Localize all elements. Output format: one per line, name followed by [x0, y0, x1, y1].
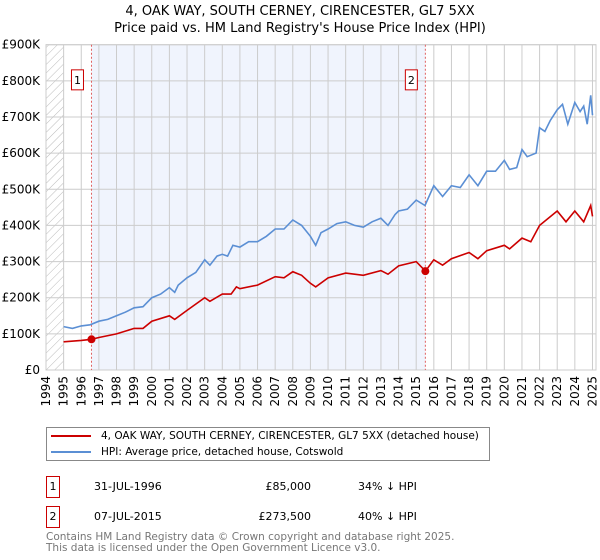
- x-tick-label: 2012: [356, 376, 370, 407]
- x-tick-label: 1995: [57, 376, 71, 407]
- legend-swatch: [51, 451, 91, 453]
- transaction-price: £85,000: [265, 480, 312, 493]
- x-tick-label: 2018: [462, 376, 476, 407]
- x-tick-label: 2016: [427, 376, 441, 407]
- x-tick-label: 2003: [198, 376, 212, 407]
- x-tick-label: 2020: [497, 376, 511, 407]
- sale-point: [421, 267, 430, 276]
- legend: 4, OAK WAY, SOUTH CERNEY, CIRENCESTER, G…: [46, 427, 490, 461]
- x-tick-label: 2000: [145, 376, 159, 407]
- x-tick-label: 2002: [180, 376, 194, 407]
- transaction-date: 31-JUL-1996: [94, 480, 162, 493]
- y-tick-label: £800K: [2, 74, 42, 88]
- plot-border: [45, 44, 597, 371]
- y-tick-label: £900K: [2, 38, 42, 52]
- shaded-period: [91, 44, 426, 370]
- x-tick-label: 2007: [268, 376, 282, 407]
- x-tick-label: 2005: [233, 376, 247, 407]
- transaction-hpi: 34% ↓ HPI: [358, 480, 417, 493]
- transaction-number: 1: [46, 476, 60, 498]
- x-tick-label: 2001: [162, 376, 176, 407]
- x-tick-label: 2008: [286, 376, 300, 407]
- legend-swatch: [51, 435, 91, 437]
- y-tick-label: £100K: [2, 327, 42, 341]
- x-tick-label: 2013: [374, 376, 388, 407]
- legend-label: HPI: Average price, detached house, Cots…: [101, 446, 344, 458]
- legend-item-property: 4, OAK WAY, SOUTH CERNEY, CIRENCESTER, G…: [51, 428, 479, 444]
- x-tick-label: 2023: [550, 376, 564, 407]
- x-tick-label: 2025: [585, 376, 599, 407]
- y-tick-label: £300K: [2, 255, 42, 269]
- footer-licence: This data is licensed under the Open Gov…: [46, 542, 381, 554]
- y-tick-label: £500K: [2, 182, 42, 196]
- sale-point: [87, 335, 96, 344]
- sale-label-box: [70, 69, 84, 91]
- x-tick-label: 1994: [39, 376, 53, 407]
- x-tick-label: 2006: [251, 376, 265, 407]
- transaction-date: 07-JUL-2015: [94, 510, 162, 523]
- y-tick-label: £0: [25, 363, 40, 377]
- chart-title: 4, OAK WAY, SOUTH CERNEY, CIRENCESTER, G…: [125, 4, 475, 19]
- x-tick-label: 2015: [409, 376, 423, 407]
- x-tick-label: 1999: [127, 376, 141, 407]
- sale-label: 1: [74, 74, 81, 87]
- x-tick-label: 2011: [339, 376, 353, 407]
- x-tick-label: 2022: [533, 376, 547, 407]
- transaction-number: 2: [46, 506, 60, 528]
- legend-label: 4, OAK WAY, SOUTH CERNEY, CIRENCESTER, G…: [101, 430, 479, 442]
- hatched-region: [46, 44, 64, 370]
- footer-copyright: Contains HM Land Registry data © Crown c…: [46, 531, 455, 543]
- legend-item-hpi: HPI: Average price, detached house, Cots…: [51, 444, 343, 460]
- x-tick-label: 1998: [110, 376, 124, 407]
- sale-label-box: [404, 69, 418, 91]
- series-line: [63, 95, 594, 330]
- x-tick-label: 2021: [515, 376, 529, 407]
- x-tick-label: 2009: [303, 376, 317, 407]
- transaction-row: 2 07-JUL-2015 £273,500 40% ↓ HPI: [46, 506, 446, 528]
- chart-subtitle: Price paid vs. HM Land Registry's House …: [114, 21, 486, 36]
- x-tick-label: 2024: [568, 376, 582, 407]
- transaction-row: 1 31-JUL-1996 £85,000 34% ↓ HPI: [46, 476, 446, 498]
- chart-plot: £0 £100K £200K £300K £400K £500K £600K £700K £80…: [2, 38, 600, 407]
- x-tick-label: 2017: [444, 376, 458, 407]
- series-line: [63, 202, 594, 343]
- x-tick-label: 2004: [215, 376, 229, 407]
- y-tick-label: £700K: [2, 110, 42, 124]
- x-tick-label: 2014: [392, 376, 406, 407]
- y-tick-label: £200K: [2, 291, 42, 305]
- sale-label: 2: [408, 74, 415, 87]
- x-tick-label: 1997: [92, 376, 106, 407]
- transaction-hpi: 40% ↓ HPI: [358, 510, 417, 523]
- x-tick-label: 2010: [321, 376, 335, 407]
- x-tick-label: 1996: [74, 376, 88, 407]
- y-tick-label: £400K: [2, 218, 42, 232]
- transaction-price: £273,500: [258, 510, 312, 523]
- y-tick-label: £600K: [2, 146, 42, 160]
- x-tick-label: 2019: [480, 376, 494, 407]
